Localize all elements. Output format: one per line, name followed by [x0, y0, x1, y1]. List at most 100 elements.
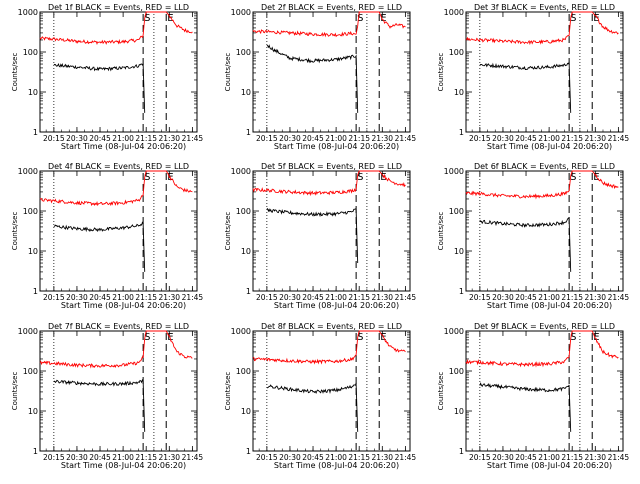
interval-marker-label: S: [357, 332, 363, 343]
x-tick-label: 20:15: [256, 134, 278, 143]
lld-series-line: [39, 330, 193, 369]
y-tick-label: 1000: [231, 8, 251, 17]
x-tick-label: 20:30: [279, 293, 301, 302]
x-tick-label: 21:30: [158, 293, 180, 302]
det-panel-7: Det 7f BLACK = Events, RED = LLD 1 10 100 10…: [11, 322, 203, 470]
x-tick-label: 21:30: [371, 134, 393, 143]
panel-title: Det 7f BLACK = Events, RED = LLD: [48, 322, 189, 331]
x-tick-label: 21:45: [608, 293, 630, 302]
y-tick-label: 1: [33, 447, 38, 456]
x-tick-label: 20:45: [515, 453, 537, 462]
y-axis-label: Counts/sec: [224, 212, 232, 251]
det-panel-8: Det 8f BLACK = Events, RED = LLD 1 10 100 10…: [224, 322, 416, 470]
y-axis-label: Counts/sec: [224, 53, 232, 92]
panel-title: Det 1f BLACK = Events, RED = LLD: [48, 3, 189, 12]
lld-series-line: [39, 170, 193, 207]
plot-frame: [252, 330, 411, 452]
x-tick-label: 20:45: [302, 293, 324, 302]
x-tick-label: 20:45: [515, 293, 537, 302]
x-tick-label: 21:00: [325, 453, 347, 462]
panel-title: Det 3f BLACK = Events, RED = LLD: [474, 3, 615, 12]
x-tick-label: 21:15: [561, 453, 583, 462]
y-tick-label: 100: [23, 48, 38, 57]
x-axis-label: Start Time (08-Jul-04 20:06:20): [274, 142, 399, 151]
y-axis-label: Counts/sec: [437, 53, 445, 92]
y-tick-label: 1: [459, 128, 464, 137]
x-tick-label: 21:45: [608, 134, 630, 143]
y-tick-label: 10: [28, 407, 38, 416]
interval-marker-label: S: [144, 172, 150, 183]
y-tick-label: 100: [236, 207, 251, 216]
lld-series-line: [465, 330, 619, 368]
x-tick-label: 21:15: [348, 453, 370, 462]
x-tick-label: 20:45: [89, 134, 111, 143]
interval-marker-label: S: [144, 13, 150, 24]
y-tick-label: 1: [33, 287, 38, 296]
y-tick-label: 100: [449, 207, 464, 216]
y-tick-label: 10: [454, 88, 464, 97]
x-axis-label: Start Time (08-Jul-04 20:06:20): [487, 301, 612, 310]
panel-title: Det 6f BLACK = Events, RED = LLD: [474, 162, 615, 171]
y-tick-label: 1000: [18, 8, 38, 17]
y-axis-label: Counts/sec: [11, 212, 19, 251]
x-tick-label: 21:15: [135, 293, 157, 302]
x-axis-label: Start Time (08-Jul-04 20:06:20): [61, 301, 186, 310]
events-series-line: [53, 221, 146, 272]
x-tick-label: 21:30: [158, 134, 180, 143]
x-tick-label: 21:45: [395, 134, 417, 143]
x-tick-label: 21:00: [538, 453, 560, 462]
y-tick-label: 1: [246, 447, 251, 456]
x-tick-label: 20:45: [302, 134, 324, 143]
y-tick-label: 1: [459, 447, 464, 456]
x-axis-label: Start Time (08-Jul-04 20:06:20): [487, 461, 612, 470]
y-tick-label: 10: [28, 88, 38, 97]
x-tick-label: 21:00: [538, 134, 560, 143]
x-tick-label: 20:15: [43, 134, 65, 143]
interval-marker-label: S: [570, 172, 576, 183]
x-tick-label: 20:15: [256, 293, 278, 302]
y-tick-label: 100: [236, 48, 251, 57]
y-tick-label: 10: [454, 247, 464, 256]
x-tick-label: 21:00: [112, 293, 134, 302]
x-tick-label: 20:15: [469, 453, 491, 462]
x-tick-label: 21:15: [348, 293, 370, 302]
panel-title: Det 5f BLACK = Events, RED = LLD: [261, 162, 402, 171]
x-tick-label: 21:45: [608, 453, 630, 462]
y-tick-label: 100: [236, 367, 251, 376]
y-tick-label: 1000: [444, 167, 464, 176]
events-series-line: [266, 382, 359, 432]
interval-marker-label: E: [380, 13, 386, 24]
det-panel-4: Det 4f BLACK = Events, RED = LLD 1 10 100 10…: [11, 162, 203, 310]
x-tick-label: 21:00: [538, 293, 560, 302]
x-tick-label: 21:00: [112, 453, 134, 462]
y-tick-label: 10: [241, 247, 251, 256]
x-tick-label: 21:00: [325, 134, 347, 143]
interval-marker-label: S: [357, 172, 363, 183]
x-tick-label: 20:15: [469, 293, 491, 302]
x-tick-label: 20:15: [469, 134, 491, 143]
y-tick-label: 1000: [444, 8, 464, 17]
x-tick-label: 21:00: [325, 293, 347, 302]
x-tick-label: 20:30: [66, 293, 88, 302]
x-tick-label: 21:45: [182, 453, 204, 462]
events-series-line: [53, 63, 146, 113]
y-tick-label: 1: [246, 128, 251, 137]
lld-series-line: [252, 330, 406, 365]
events-series-line: [266, 208, 359, 264]
x-tick-label: 20:30: [66, 453, 88, 462]
x-tick-label: 20:45: [302, 453, 324, 462]
x-axis-label: Start Time (08-Jul-04 20:06:20): [61, 142, 186, 151]
y-tick-label: 1: [459, 287, 464, 296]
lld-series-line: [465, 11, 619, 46]
x-tick-label: 21:30: [158, 453, 180, 462]
y-tick-label: 10: [241, 407, 251, 416]
x-tick-label: 21:30: [584, 293, 606, 302]
events-series-line: [479, 382, 572, 432]
x-tick-label: 21:30: [584, 453, 606, 462]
x-tick-label: 21:15: [561, 134, 583, 143]
y-axis-label: Counts/sec: [437, 372, 445, 411]
lld-series-line: [252, 170, 406, 197]
interval-marker-label: S: [570, 332, 576, 343]
plot-frame: [465, 11, 624, 133]
